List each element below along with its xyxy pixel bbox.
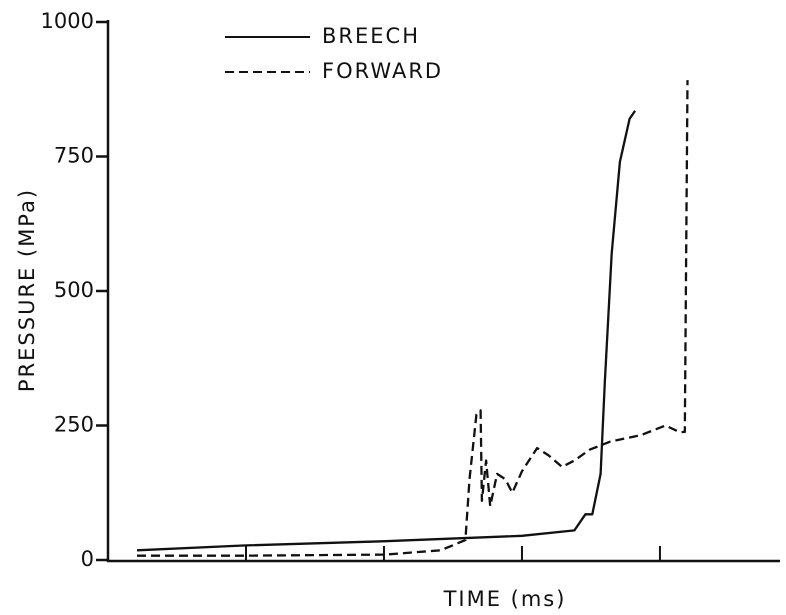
- y-tick-label: 1000: [41, 9, 94, 33]
- y-tick-label: 500: [54, 278, 94, 302]
- y-axis-label: PRESSURE (MPa): [15, 188, 39, 392]
- legend-label: FORWARD: [322, 59, 443, 83]
- y-tick-label: 0: [81, 547, 94, 571]
- x-axis-label: TIME (ms): [443, 587, 567, 611]
- legend-label: BREECH: [322, 24, 420, 48]
- series-line: [137, 80, 689, 557]
- series-line: [136, 110, 637, 552]
- y-tick-label: 250: [54, 413, 94, 437]
- y-tick-label: 750: [54, 144, 94, 168]
